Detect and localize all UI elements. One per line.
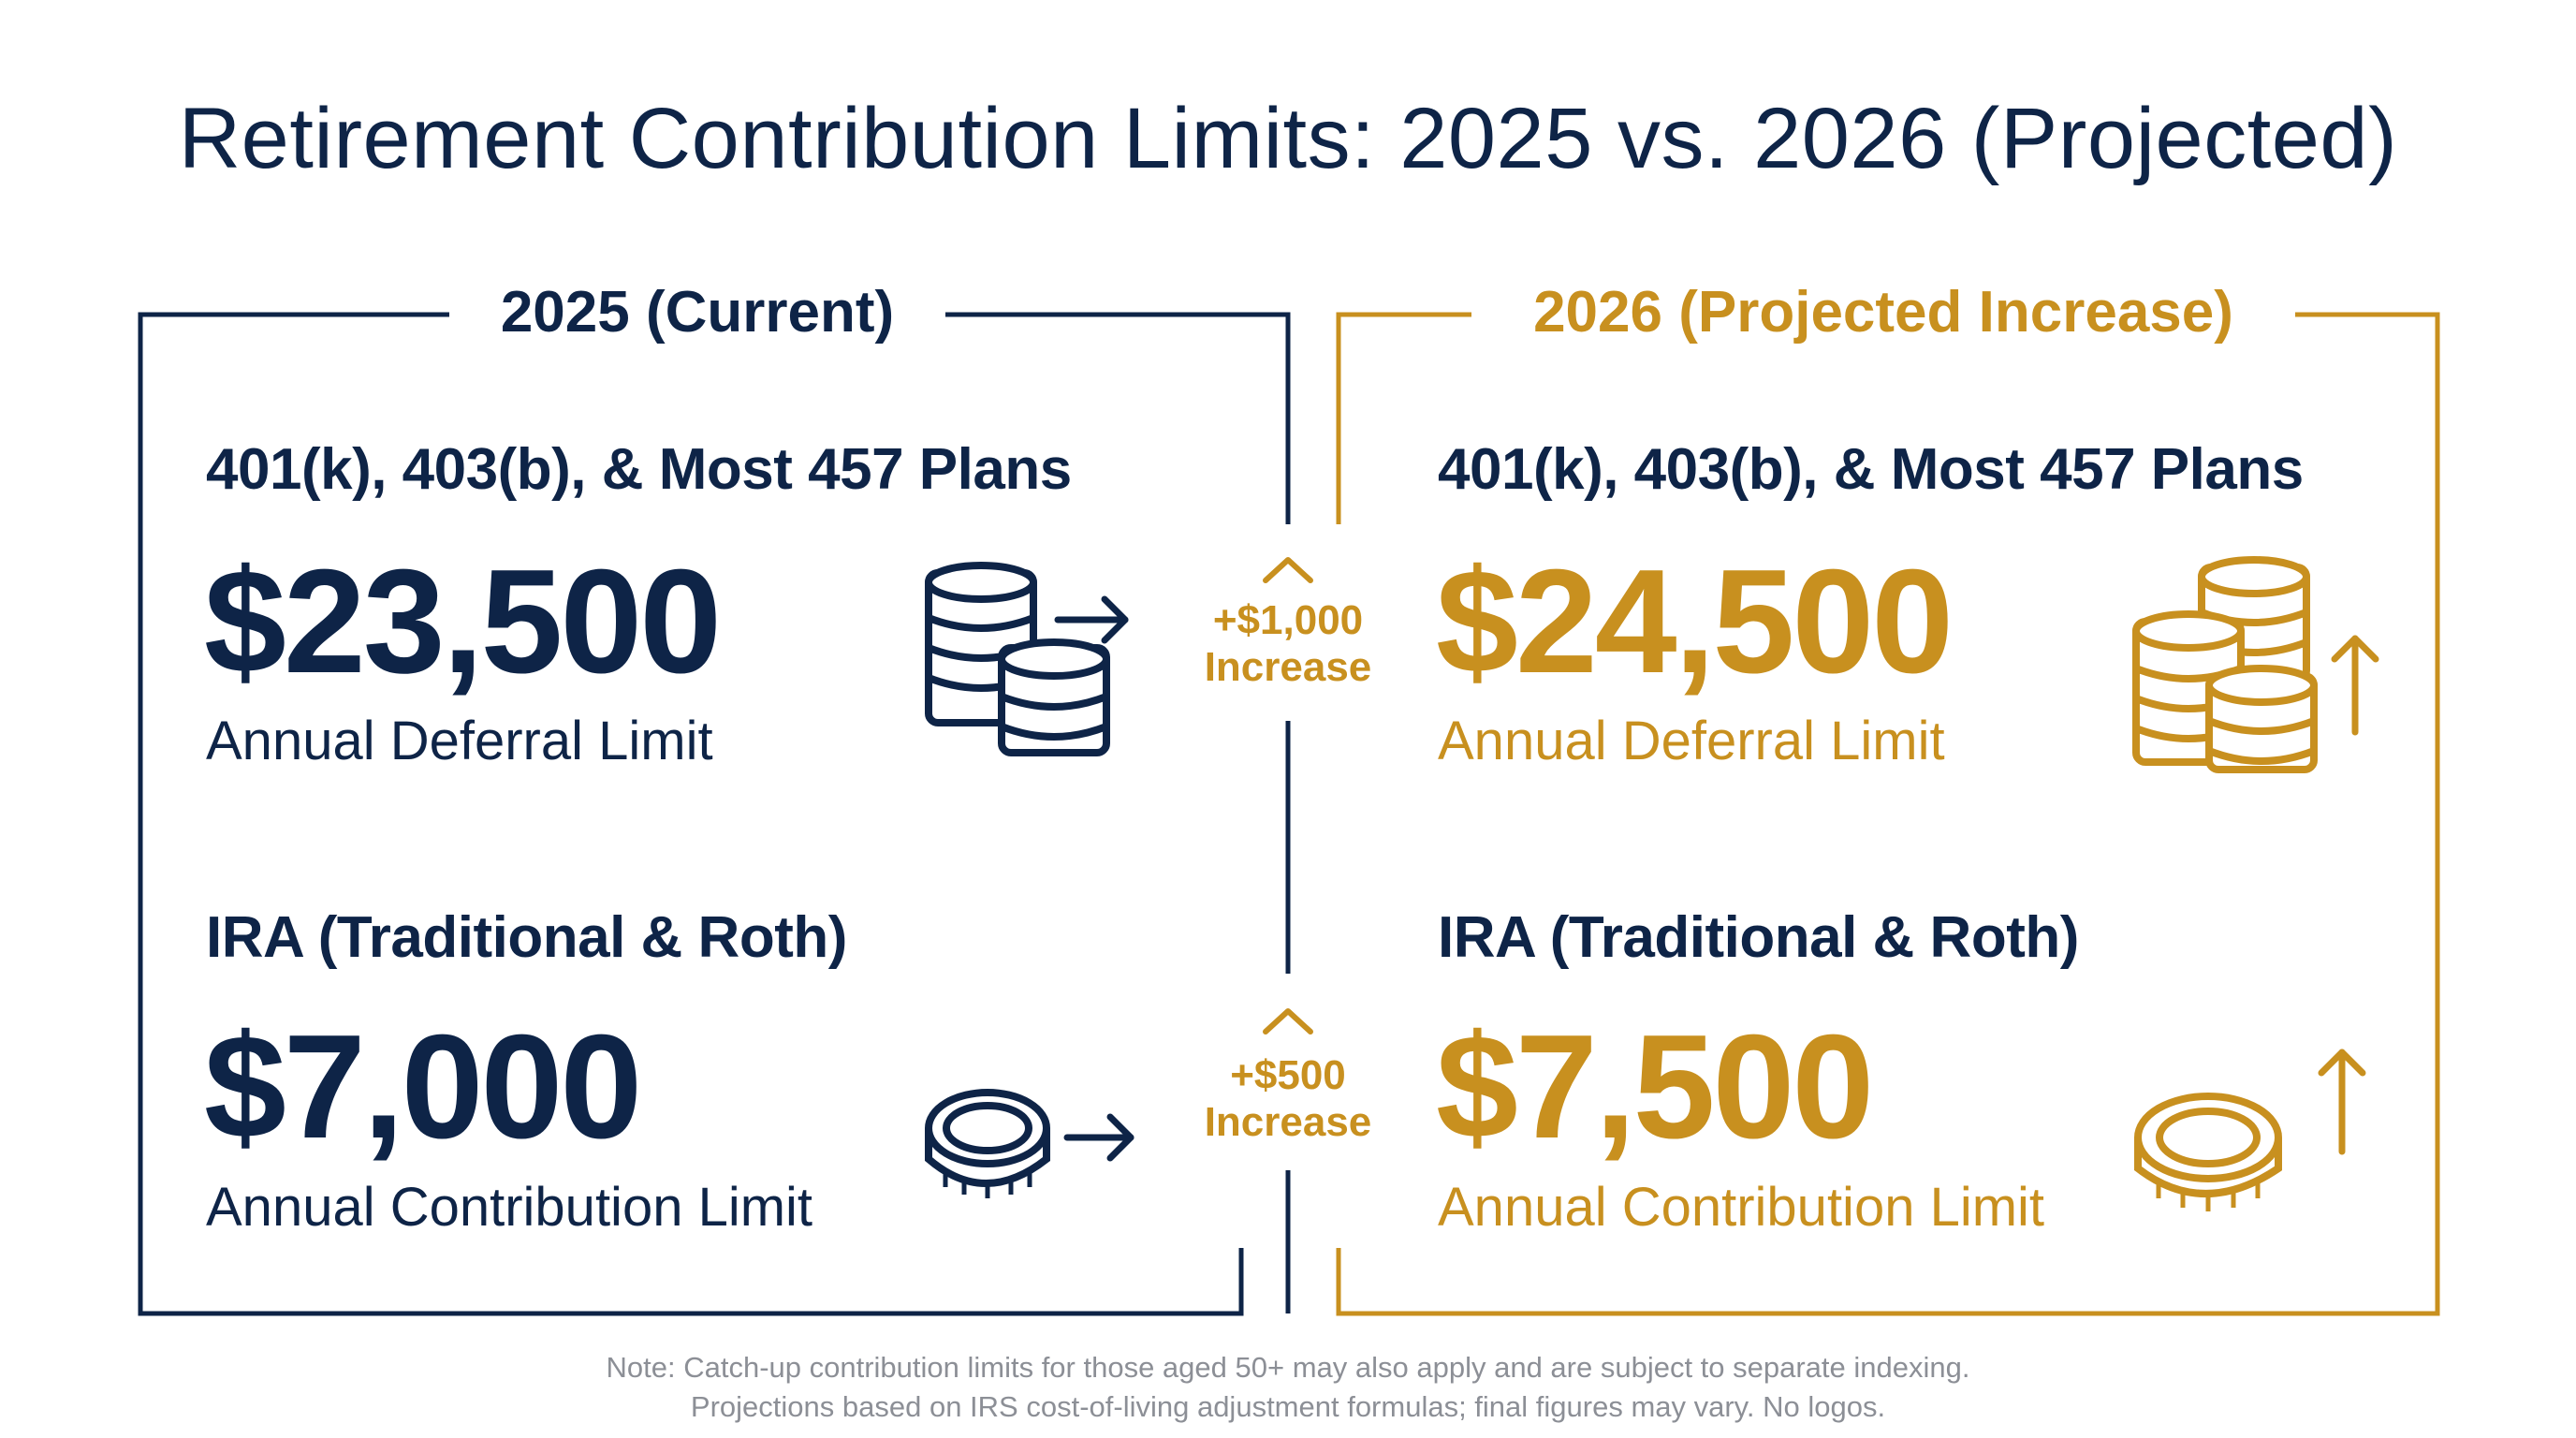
delta-plans: +$1,000 Increase: [1185, 597, 1391, 691]
delta-plans-amount: +$1,000: [1212, 597, 1364, 643]
coin-stacks-arrow-up-icon: [2132, 556, 2379, 773]
coin-stacks-arrow-right-icon: [925, 562, 1129, 756]
footnote-line-1: Note: Catch-up contribution limits for t…: [606, 1351, 1970, 1384]
plans-label-2026: 401(k), 403(b), & Most 457 Plans: [1438, 437, 2304, 502]
panel-2025-heading: 2025 (Current): [500, 280, 895, 345]
ira-caption-2026: Annual Contribution Limit: [1438, 1177, 2045, 1238]
delta-plans-word: Increase: [1204, 644, 1372, 690]
plans-caption-2026: Annual Deferral Limit: [1438, 711, 1945, 771]
plans-value-2025: $23,500: [204, 539, 722, 704]
chevron-up-icon: [1263, 557, 1313, 583]
footnote-line-2: Projections based on IRS cost-of-living …: [690, 1390, 1886, 1423]
plans-label-2025: 401(k), 403(b), & Most 457 Plans: [206, 437, 1072, 502]
plans-caption-2025: Annual Deferral Limit: [206, 711, 713, 771]
footnote: Note: Catch-up contribution limits for t…: [0, 1348, 2576, 1427]
ira-label-2025: IRA (Traditional & Roth): [206, 905, 847, 970]
coin-arrow-right-icon: [925, 1089, 1134, 1198]
delta-ira: +$500 Increase: [1185, 1052, 1391, 1146]
plans-value-2026: $24,500: [1436, 539, 1954, 704]
coin-arrow-up-icon: [2134, 1049, 2366, 1211]
panel-2026-heading: 2026 (Projected Increase): [1533, 280, 2233, 345]
delta-ira-word: Increase: [1204, 1099, 1372, 1145]
ira-caption-2025: Annual Contribution Limit: [206, 1177, 813, 1238]
delta-ira-amount: +$500: [1230, 1052, 1346, 1098]
chevron-up-icon: [1263, 1008, 1313, 1034]
ira-value-2026: $7,500: [1436, 1005, 1874, 1169]
ira-label-2026: IRA (Traditional & Roth): [1438, 905, 2079, 970]
ira-value-2025: $7,000: [204, 1005, 642, 1169]
page-title: Retirement Contribution Limits: 2025 vs.…: [178, 91, 2398, 186]
